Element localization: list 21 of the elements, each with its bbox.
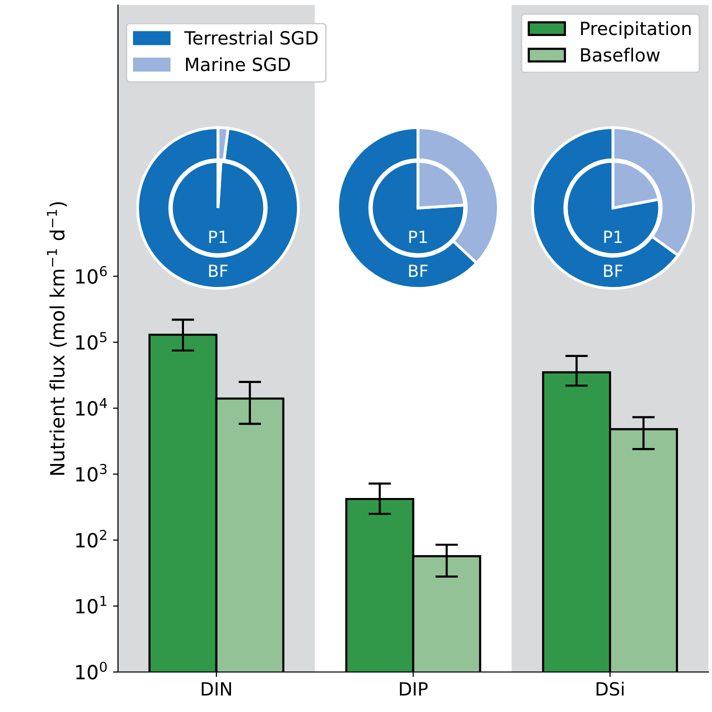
x-tick-label: DIN [202,682,231,696]
x-tick-label: DSi [596,682,624,696]
y-tick-label: 10$^{6}$ [76,266,107,284]
slice-label: P1 [409,230,427,243]
y-tick-label: 10$^{1}$ [76,596,106,614]
y-tick-label: 10$^{4}$ [76,398,107,416]
y-tick-label: 10$^{0}$ [76,662,107,680]
legend-label: Marine SGD [186,57,290,72]
y-tick-label: 10$^{2}$ [76,530,106,548]
legend-label: Baseflow [581,48,660,62]
slice-label: BF [409,264,428,277]
legend-label: Precipitation [581,21,691,39]
slice-label: BF [604,264,623,277]
slice-label: P1 [209,230,227,243]
y-tick-label: 10$^{5}$ [76,332,106,350]
slice-label: BF [209,264,228,277]
x-tick-label: DIP [400,682,428,696]
legend-label: Terrestrial SGD [184,30,318,45]
slice-label: P1 [604,230,622,243]
y-tick-label: 10$^{3}$ [76,464,107,482]
y-axis-title: Nutrient flux (mol km$^{−1}$ d$^{−1}$) [46,202,67,475]
